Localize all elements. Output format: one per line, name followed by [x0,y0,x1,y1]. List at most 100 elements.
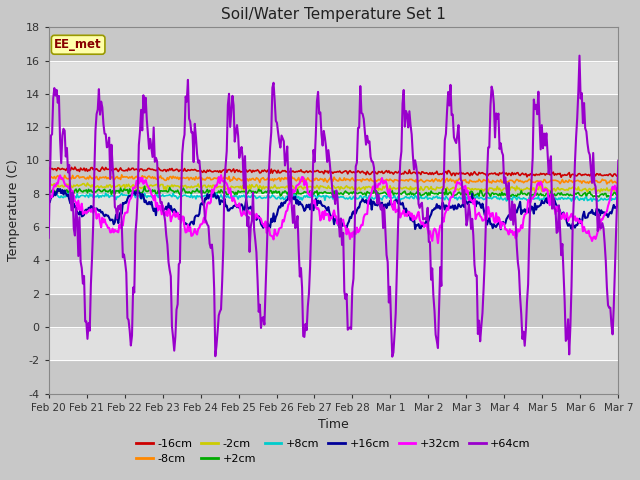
Line: +32cm: +32cm [49,175,618,243]
-16cm [45,164,52,170]
+64cm [603,285,611,290]
Line: -8cm: -8cm [49,175,618,184]
-16cm [614,172,622,178]
+32cm [320,216,328,222]
-2cm [547,190,555,195]
+32cm [354,229,362,235]
Line: +8cm: +8cm [49,193,618,201]
+64cm [316,111,323,117]
+8cm [317,193,324,199]
Bar [49,160,618,194]
+8cm [212,190,220,196]
Bar [49,27,618,60]
-8cm [614,180,622,186]
+16cm [354,205,362,211]
+8cm [45,192,52,198]
+16cm [317,198,324,204]
-8cm [603,181,611,187]
+2cm [320,190,328,195]
+8cm [594,198,602,204]
-2cm [45,181,52,187]
-16cm [320,171,328,177]
-2cm [513,183,520,189]
Line: -2cm: -2cm [49,183,618,192]
+16cm [603,211,611,217]
Text: EE_met: EE_met [54,38,102,51]
+16cm [614,199,622,205]
-2cm [603,185,611,191]
-2cm [354,185,362,191]
-8cm [354,177,362,183]
Bar [49,60,618,94]
-2cm [385,187,393,193]
+32cm [217,172,225,178]
Line: +16cm: +16cm [49,189,618,229]
+8cm [614,195,622,201]
X-axis label: Time: Time [318,418,349,431]
+8cm [385,193,393,199]
-16cm [603,172,611,178]
-8cm [118,172,125,178]
-2cm [614,187,622,193]
+16cm [514,205,522,211]
+64cm [384,259,392,265]
-16cm [317,169,324,175]
+64cm [45,235,52,240]
Bar [49,360,618,394]
-8cm [385,178,393,183]
+16cm [320,203,328,209]
+8cm [354,196,362,202]
Bar [49,94,618,127]
Line: +64cm: +64cm [49,56,618,357]
-2cm [320,184,328,190]
+2cm [354,191,362,196]
-16cm [566,174,574,180]
+2cm [527,195,534,201]
+64cm [353,160,361,166]
+32cm [614,183,622,189]
Bar [49,327,618,360]
-8cm [513,177,520,182]
+2cm [385,192,393,197]
+2cm [317,190,324,196]
-16cm [71,164,79,170]
+16cm [54,186,61,192]
Bar [49,127,618,160]
+8cm [603,197,611,203]
Bar [49,260,618,294]
-16cm [385,168,393,174]
+64cm [575,53,583,59]
+8cm [320,193,328,199]
-2cm [317,183,324,189]
+32cm [514,227,522,232]
Bar [49,227,618,260]
-2cm [84,180,92,186]
+32cm [434,240,442,246]
+2cm [614,192,622,198]
-16cm [513,170,520,176]
Bar [49,294,618,327]
-8cm [317,176,324,181]
+16cm [45,200,52,206]
+16cm [385,203,393,208]
-8cm [320,179,328,184]
+2cm [45,187,52,193]
Title: Soil/Water Temperature Set 1: Soil/Water Temperature Set 1 [221,7,446,22]
+32cm [45,194,52,200]
-8cm [602,178,609,183]
+2cm [603,194,611,200]
Bar [49,194,618,227]
Line: -16cm: -16cm [49,167,618,177]
+64cm [614,158,622,164]
+8cm [513,197,520,203]
+64cm [388,354,396,360]
-8cm [45,172,52,178]
-16cm [354,168,362,174]
+2cm [141,183,148,189]
+64cm [513,242,520,248]
+2cm [513,193,520,199]
+32cm [603,208,611,214]
+16cm [497,227,504,232]
Line: +2cm: +2cm [49,186,618,198]
+64cm [319,143,326,148]
